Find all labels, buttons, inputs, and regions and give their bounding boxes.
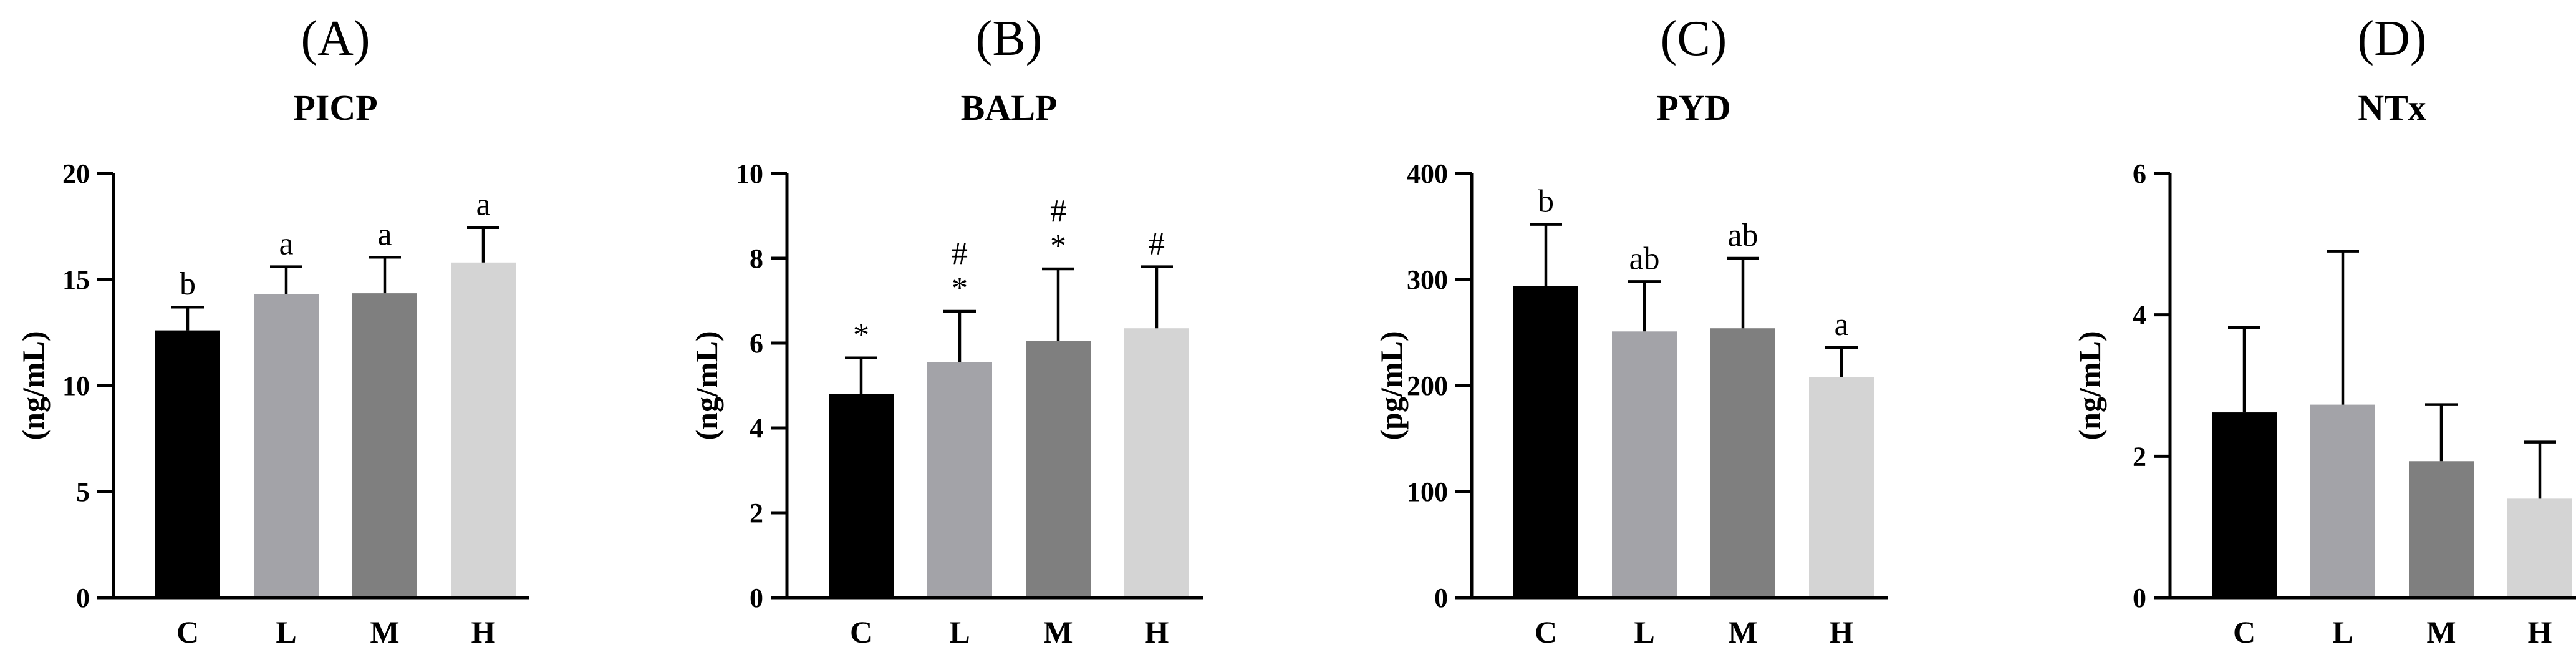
bar-m [2409, 461, 2474, 598]
x-tick-label-c: C [2233, 614, 2255, 649]
x-tick-label-c: C [1535, 614, 1557, 649]
y-tick-label: 6 [2133, 158, 2146, 189]
y-tick-label: 8 [750, 243, 763, 274]
significance-label-l: a [279, 226, 293, 262]
x-tick-label-h: H [471, 614, 496, 649]
significance-label-c: * [853, 318, 869, 353]
y-tick-label: 4 [750, 413, 763, 444]
significance-label-h: a [476, 187, 490, 223]
x-tick-label-c: C [176, 614, 199, 649]
bar-c [1513, 286, 1578, 598]
panel-label: (B) [976, 11, 1043, 66]
significance-label-m: # [1050, 193, 1066, 229]
bar-h [1809, 377, 1874, 598]
y-tick-label: 400 [1407, 158, 1448, 189]
x-tick-label-h: H [1145, 614, 1169, 649]
bar-h [2507, 498, 2572, 598]
y-axis-label: (ng/mL) [2072, 331, 2107, 440]
y-tick-label: 300 [1407, 265, 1448, 295]
bar-l [254, 294, 319, 598]
x-tick-label-m: M [1043, 614, 1073, 649]
significance-label-h: # [1149, 226, 1165, 262]
x-tick-label-l: L [949, 614, 970, 649]
y-tick-label: 10 [62, 371, 90, 401]
y-tick-label: 200 [1407, 371, 1448, 401]
y-tick-label: 15 [62, 265, 90, 295]
bar-m [352, 293, 417, 598]
y-tick-label: 6 [750, 328, 763, 359]
bar-l [2310, 404, 2375, 598]
panel-label: (A) [301, 11, 370, 66]
x-tick-label-m: M [2426, 614, 2456, 649]
significance-label-l: ab [1629, 241, 1659, 276]
bar-m [1026, 341, 1091, 598]
bar-c [155, 330, 220, 598]
x-tick-label-l: L [1634, 614, 1654, 649]
x-tick-label-m: M [370, 614, 399, 649]
y-tick-label: 2 [2133, 441, 2146, 472]
x-tick-label-h: H [1830, 614, 1854, 649]
x-tick-label-h: H [2528, 614, 2552, 649]
y-tick-label: 0 [750, 583, 763, 613]
x-tick-label-c: C [850, 614, 872, 649]
y-axis-label: (ng/mL) [16, 331, 51, 440]
y-tick-label: 10 [736, 158, 763, 189]
y-tick-label: 100 [1407, 477, 1448, 507]
panel-label: (C) [1661, 11, 1727, 66]
y-tick-label: 5 [76, 477, 90, 507]
significance-label-l: * [952, 271, 968, 306]
y-tick-label: 4 [2133, 300, 2146, 331]
y-axis-label: (ng/mL) [689, 331, 724, 440]
bar-h [1124, 328, 1189, 598]
panel-title: PICP [293, 87, 377, 128]
x-tick-label-m: M [1728, 614, 1757, 649]
significance-label-h: a [1834, 307, 1848, 342]
panel-title: NTx [2358, 87, 2426, 128]
panel-title: BALP [961, 87, 1058, 128]
significance-label-c: b [1538, 184, 1554, 220]
y-axis-label: (pg/mL) [1374, 331, 1409, 440]
y-tick-label: 0 [1434, 583, 1448, 613]
panel-pyd: (C) PYD (pg/mL) b Cab Lab Ma H 0 100 200 300 400 [1374, 11, 1888, 649]
x-tick-label-l: L [276, 614, 296, 649]
significance-label-m: ab [1727, 218, 1758, 253]
panel-title: PYD [1656, 87, 1730, 128]
significance-label-m: a [377, 216, 392, 252]
y-tick-label: 2 [750, 498, 763, 528]
bar-c [2212, 412, 2277, 598]
bar-l [1612, 331, 1677, 598]
y-tick-label: 20 [62, 158, 90, 189]
bar-m [1710, 328, 1775, 598]
bar-h [451, 262, 516, 598]
significance-label-c: b [180, 266, 196, 302]
x-tick-label-l: L [2332, 614, 2353, 649]
panel-picp: (A) PICP (ng/mL) b Ca La Ma H 0 5 10 15 20 [16, 11, 529, 649]
y-tick-label: 0 [76, 583, 90, 613]
y-tick-label: 0 [2133, 583, 2146, 613]
significance-label-m: * [1050, 228, 1066, 264]
bar-l [927, 362, 992, 598]
bar-c [829, 394, 894, 598]
panel-ntx: (D) NTx (ng/mL) C L M H 0 2 4 6 [2072, 11, 2576, 649]
significance-label-l: # [952, 236, 968, 271]
panel-label: (D) [2357, 11, 2426, 66]
